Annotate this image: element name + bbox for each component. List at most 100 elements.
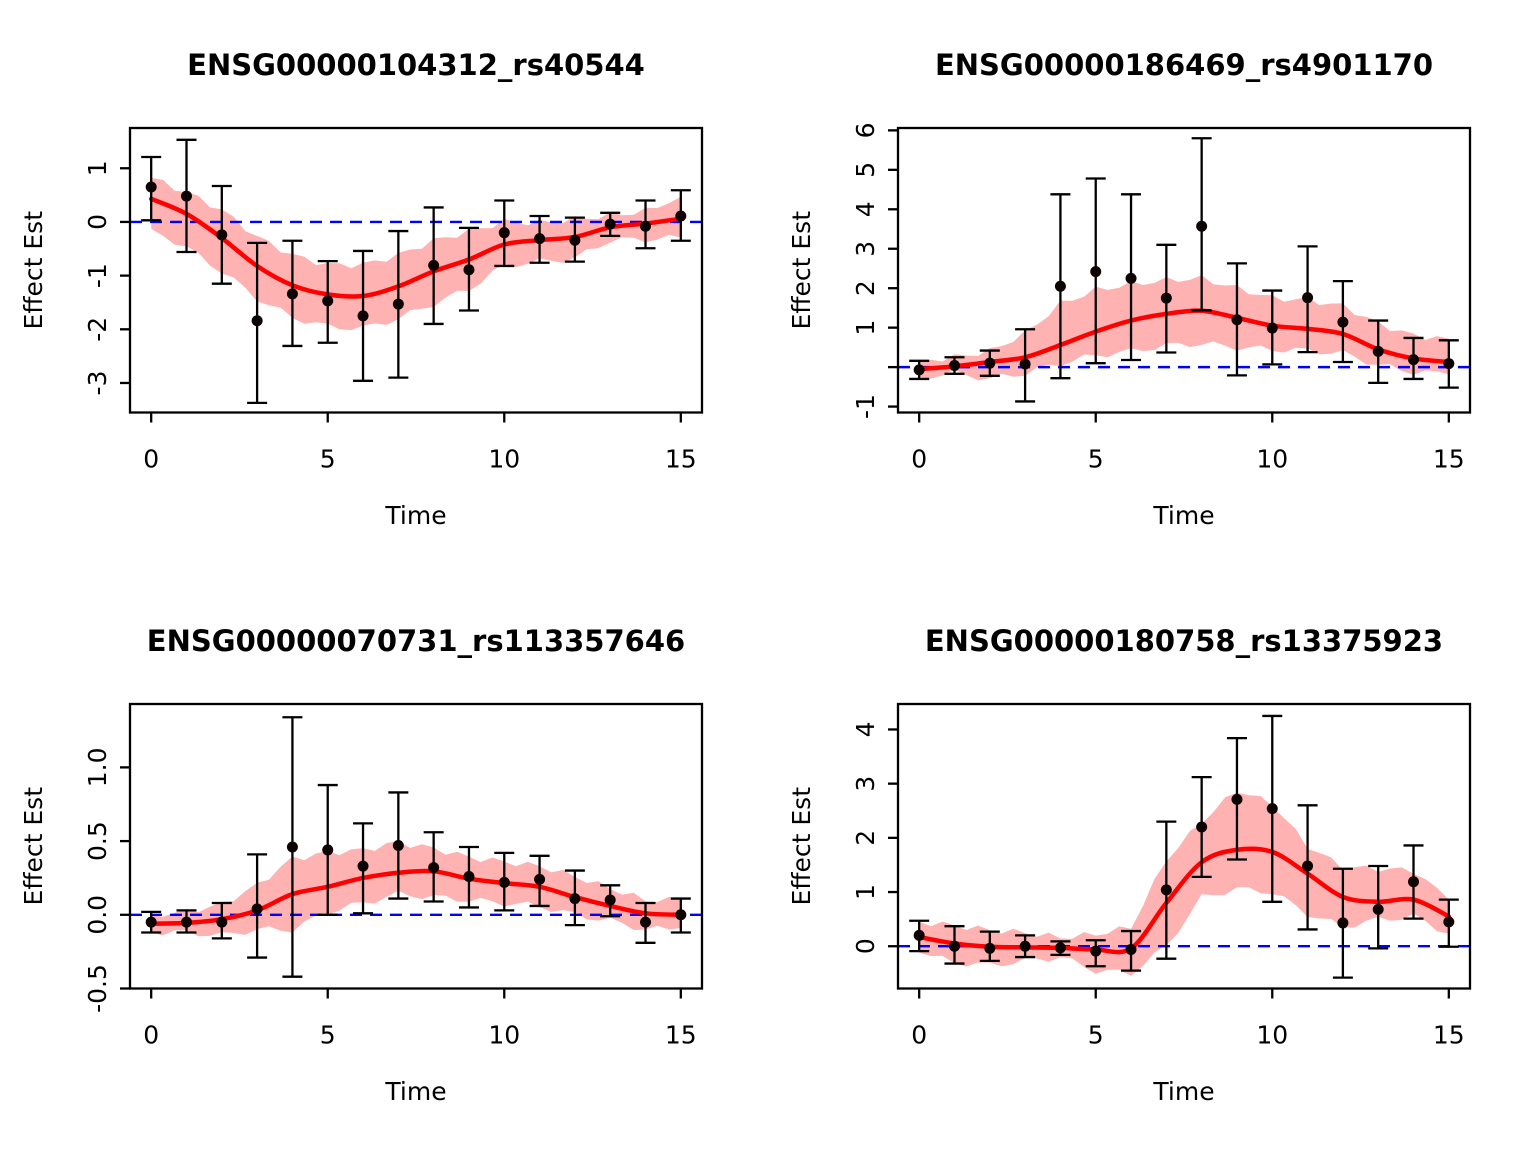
data-point [1090, 945, 1102, 957]
data-point [145, 916, 157, 928]
y-tick-label: 3 [851, 241, 880, 257]
data-point [1443, 358, 1455, 370]
y-tick-label: 1 [851, 884, 880, 900]
y-tick-label: 0 [83, 214, 112, 230]
data-point [675, 210, 687, 222]
chart-title: ENSG00000186469_rs4901170 [935, 48, 1433, 82]
y-tick-label: -1 [83, 263, 112, 288]
data-point [1019, 358, 1031, 370]
confidence-band [919, 275, 1449, 381]
y-axis-label: Effect Est [787, 211, 816, 330]
chart-title: ENSG00000180758_rs13375923 [925, 624, 1443, 658]
data-point [1231, 314, 1243, 326]
y-tick-label: 4 [851, 201, 880, 217]
x-tick-label: 5 [320, 1021, 336, 1050]
x-tick-label: 5 [1088, 445, 1104, 474]
data-point [216, 229, 228, 241]
data-point [675, 909, 687, 921]
y-tick-label: -1 [851, 394, 880, 419]
data-point [534, 873, 546, 885]
data-point [1302, 292, 1314, 304]
data-point [534, 233, 546, 245]
chart-panel-bottom-left: 0 5 10 15 -0.5 0.0 0.5 1.0 ENSG00000070731_rs113… [19, 624, 704, 1106]
plot-box [896, 702, 1472, 990]
smooth-line [148, 196, 684, 299]
confidence-band [151, 841, 681, 937]
data-point [1337, 316, 1349, 328]
data-point [1160, 292, 1172, 304]
data-point [984, 357, 996, 369]
data-point [357, 310, 369, 322]
data-point [1443, 916, 1455, 928]
y-axis-label: Effect Est [19, 211, 48, 330]
data-point [498, 876, 510, 888]
data-point [463, 870, 475, 882]
plot-area [130, 138, 702, 404]
y-tick-label: 4 [851, 722, 880, 738]
plot-box [128, 126, 704, 414]
chart-panel-bottom-right: 0 5 10 15 0 1 2 3 4 ENSG00000180758_rs13375923 Tim… [787, 624, 1472, 1106]
data-point [1408, 354, 1420, 366]
data-point [984, 942, 996, 954]
y-tick-label: 0.5 [83, 821, 112, 861]
data-point [1019, 940, 1031, 952]
data-point [1408, 876, 1420, 888]
x-tick-label: 10 [488, 1021, 520, 1050]
chart-title: ENSG00000070731_rs113357646 [147, 624, 685, 658]
data-point [569, 893, 581, 905]
x-axis-label: Time [384, 501, 446, 530]
data-point [251, 903, 263, 915]
data-point [640, 916, 652, 928]
chart-panel-top-left: 0 5 10 15 -3 -2 -1 0 1 ENSG00000104312_rs40544 Tim… [19, 48, 704, 530]
data-point [286, 288, 298, 300]
data-point [392, 840, 404, 852]
y-tick-label: 0 [851, 938, 880, 954]
x-tick-label: 10 [1256, 1021, 1288, 1050]
y-axis-label: Effect Est [787, 787, 816, 906]
data-point [180, 916, 192, 928]
x-tick-label: 10 [1256, 445, 1288, 474]
data-point [180, 190, 192, 202]
smooth-line [916, 308, 1452, 372]
data-point [145, 181, 157, 193]
y-tick-label: 2 [851, 280, 880, 296]
data-point [1231, 793, 1243, 805]
data-point [322, 295, 334, 307]
data-point [948, 940, 960, 952]
y-tick-label: -3 [83, 371, 112, 396]
y-tick-label: 1.0 [83, 748, 112, 788]
x-tick-label: 15 [1433, 1021, 1465, 1050]
confidence-band [151, 177, 681, 331]
data-point [913, 364, 925, 376]
confidence-band [919, 792, 1449, 976]
data-point [604, 218, 616, 230]
smooth-line [148, 868, 684, 926]
data-point [1090, 266, 1102, 278]
data-point [948, 360, 960, 372]
data-point [1302, 860, 1314, 872]
data-point [216, 916, 228, 928]
data-point [1125, 272, 1137, 284]
plot-box [896, 126, 1472, 414]
x-tick-label: 15 [665, 1021, 697, 1050]
plot-area [898, 714, 1470, 979]
data-point [1337, 917, 1349, 929]
y-tick-label: 6 [851, 122, 880, 138]
y-tick-label: 2 [851, 830, 880, 846]
x-tick-label: 0 [143, 445, 159, 474]
x-tick-label: 0 [143, 1021, 159, 1050]
data-point [428, 259, 440, 271]
x-tick-label: 5 [1088, 1021, 1104, 1050]
y-axis-label: Effect Est [19, 787, 48, 906]
y-tick-label: 1 [83, 160, 112, 176]
y-tick-label: 1 [851, 320, 880, 336]
x-tick-label: 5 [320, 445, 336, 474]
x-tick-label: 0 [911, 445, 927, 474]
data-point [1266, 322, 1278, 334]
x-tick-label: 0 [911, 1021, 927, 1050]
y-tick-label: 3 [851, 776, 880, 792]
data-point [1160, 884, 1172, 896]
data-point [392, 298, 404, 310]
data-point [286, 841, 298, 853]
